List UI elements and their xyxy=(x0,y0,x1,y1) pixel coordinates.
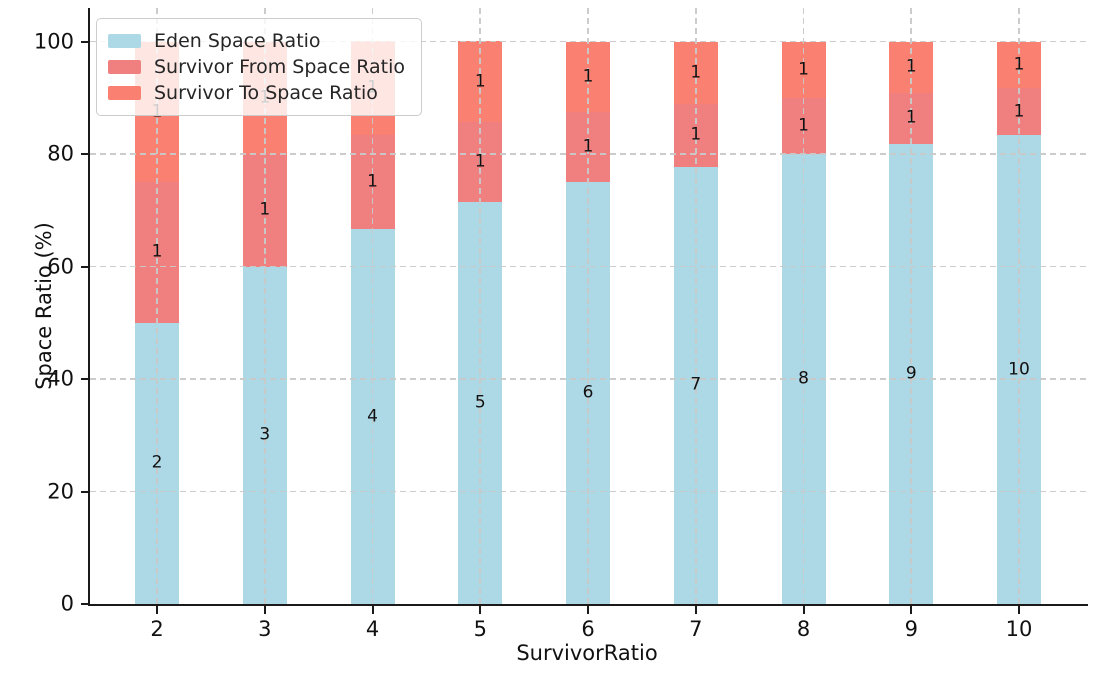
grid-line-h xyxy=(90,265,1088,268)
grid-line-v xyxy=(156,8,158,604)
x-tick-mark xyxy=(910,606,913,614)
bar-label: 1 xyxy=(582,136,594,157)
y-tick-label: 100 xyxy=(33,29,74,53)
grid-line-v xyxy=(479,8,482,604)
x-tick-mark xyxy=(587,606,589,614)
bar-label: 1 xyxy=(798,59,809,80)
y-tick-mark xyxy=(81,265,90,268)
plot-area: 0 20 40 60 80 100 2 1 1 2 3 1 1 3 4 1 1 4 5 1 1 5 6 1 1 6 7 1 1 7 8 1 1 8… xyxy=(34,8,1088,640)
legend-item: Eden Space Ratio xyxy=(108,28,405,54)
x-tick-mark xyxy=(263,606,266,614)
x-tick-mark xyxy=(694,606,697,614)
bar-label: 6 xyxy=(582,382,594,403)
bar-label: 10 xyxy=(1008,359,1030,380)
bar-label: 1 xyxy=(690,124,702,145)
y-tick-mark xyxy=(81,40,90,43)
y-tick-mark xyxy=(81,603,90,605)
x-tick-label: 8 xyxy=(796,617,811,641)
bar-label: 1 xyxy=(1013,101,1025,122)
x-tick-mark xyxy=(802,606,805,614)
grid-line-h xyxy=(90,490,1088,493)
grid-line-v xyxy=(802,8,805,604)
grid-line-h xyxy=(90,40,1088,43)
bar-label: 2 xyxy=(151,452,163,473)
x-tick-label: 9 xyxy=(904,617,918,641)
x-tick-label: 6 xyxy=(581,617,595,641)
bar-label: 1 xyxy=(690,62,702,83)
y-tick-mark xyxy=(81,153,90,155)
y-tick-mark xyxy=(81,490,90,493)
bar-label: 1 xyxy=(259,199,271,220)
legend-label: Eden Space Ratio xyxy=(154,30,321,52)
bar-label: 3 xyxy=(259,424,271,445)
x-tick-mark xyxy=(1018,606,1020,614)
grid-line-h xyxy=(90,378,1088,380)
y-tick-label: 40 xyxy=(47,366,74,391)
x-tick-mark xyxy=(371,606,374,614)
x-axis-label: SurvivorRatio xyxy=(516,641,658,665)
grid-line-v xyxy=(694,8,697,604)
grid-line-v xyxy=(263,8,266,604)
bar-label: 8 xyxy=(798,368,809,389)
x-tick-label: 10 xyxy=(1005,617,1033,641)
bar-label: 5 xyxy=(474,392,486,413)
legend-swatch xyxy=(108,86,141,100)
x-tick-mark xyxy=(156,606,158,614)
x-tick-label: 7 xyxy=(689,617,703,641)
legend-item: Survivor To Space Ratio xyxy=(108,80,405,106)
legend: Eden Space Ratio Survivor From Space Rati… xyxy=(96,18,422,116)
legend-item: Survivor From Space Ratio xyxy=(108,54,405,80)
bar-label: 1 xyxy=(905,56,917,77)
x-tick-mark xyxy=(479,606,482,614)
x-tick-label: 3 xyxy=(258,617,272,641)
bar-label: 1 xyxy=(151,241,163,262)
x-tick-label: 4 xyxy=(365,617,380,641)
y-tick-label: 80 xyxy=(47,141,74,166)
grid-line-v xyxy=(371,8,374,604)
bar-label: 7 xyxy=(690,374,702,395)
x-tick-label: 2 xyxy=(150,617,164,641)
legend-label: Survivor To Space Ratio xyxy=(154,82,378,104)
bar-label: 1 xyxy=(474,71,486,92)
bar-label: 4 xyxy=(367,406,378,426)
bar-label: 1 xyxy=(474,151,486,172)
y-tick-mark xyxy=(81,378,90,380)
grid-line-v xyxy=(1018,8,1020,604)
y-tick-label: 60 xyxy=(47,254,74,278)
bar-label: 1 xyxy=(905,107,917,128)
legend-swatch xyxy=(108,60,141,74)
legend-swatch xyxy=(108,34,141,48)
x-tick-label: 5 xyxy=(473,617,487,641)
grid-line-h xyxy=(90,153,1088,155)
y-axis-label: Space Ratio (%) xyxy=(32,222,56,390)
y-tick-label: 20 xyxy=(47,479,74,503)
grid-line-v xyxy=(587,8,589,604)
bar-label: 1 xyxy=(798,115,809,136)
y-tick-label: 0 xyxy=(60,591,74,616)
bar-label: 9 xyxy=(905,363,917,384)
bar-label: 1 xyxy=(582,66,594,87)
bar-label: 1 xyxy=(367,171,378,192)
grid-line-v xyxy=(910,8,913,604)
bar-label: 1 xyxy=(1013,54,1025,75)
legend-label: Survivor From Space Ratio xyxy=(154,56,405,78)
